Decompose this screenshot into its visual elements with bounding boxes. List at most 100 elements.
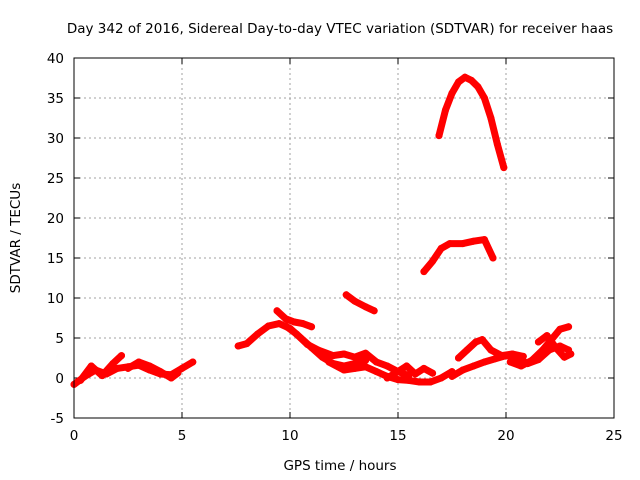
series-track-9	[383, 362, 437, 382]
data-point	[342, 291, 350, 299]
data-point	[351, 353, 359, 361]
data-point	[426, 378, 434, 386]
x-tick-label: 0	[70, 428, 79, 444]
data-point	[416, 378, 424, 386]
x-tick-label: 10	[281, 428, 298, 444]
data-point	[474, 83, 482, 91]
series-line	[342, 291, 378, 315]
y-tick-label: 25	[47, 171, 64, 187]
data-point	[113, 364, 121, 372]
data-point	[556, 325, 564, 333]
data-point	[403, 362, 411, 370]
data-point	[98, 372, 106, 380]
data-point	[480, 236, 488, 244]
x-tick-labels: 0 5 10 15 20 25	[70, 428, 623, 444]
data-point	[370, 307, 378, 315]
series-track-15	[534, 332, 575, 361]
data-point	[340, 350, 348, 358]
data-point	[254, 330, 262, 338]
y-tick-label: 20	[47, 211, 64, 227]
chart-title: Day 342 of 2016, Sidereal Day-to-day VTE…	[67, 21, 613, 37]
data-point	[264, 322, 272, 330]
y-axis-label: SDTVAR / TECUs	[8, 183, 24, 293]
data-point	[146, 362, 154, 370]
data-point	[509, 350, 516, 358]
data-point	[325, 358, 333, 366]
x-tick-label: 5	[178, 428, 187, 444]
series-track-13	[455, 336, 527, 362]
data-point	[178, 364, 186, 372]
data-point	[470, 237, 478, 245]
data-point	[442, 106, 449, 114]
data-point	[455, 354, 462, 362]
data-point	[519, 352, 527, 360]
series-track-7	[342, 291, 378, 315]
data-point	[299, 320, 307, 328]
data-point	[448, 372, 456, 380]
data-point	[480, 94, 488, 102]
x-tick-label: 15	[389, 428, 406, 444]
data-point	[351, 297, 359, 305]
x-tick-label: 25	[605, 428, 622, 444]
data-point	[394, 368, 402, 376]
y-tick-label: 15	[47, 251, 64, 267]
data-point	[351, 364, 359, 372]
data-point	[543, 332, 551, 340]
data-point	[459, 366, 467, 374]
data-point	[189, 358, 197, 366]
data-point	[487, 114, 495, 122]
data-point	[234, 342, 242, 350]
data-point	[467, 76, 475, 84]
data-point	[534, 338, 542, 346]
data-point	[435, 132, 443, 140]
data-point	[539, 346, 547, 354]
data-point	[429, 369, 437, 377]
y-tick-label: 30	[47, 131, 64, 147]
series-track-2	[77, 352, 125, 384]
data-point	[448, 89, 456, 97]
data-point	[463, 346, 471, 354]
y-tick-label: 0	[55, 371, 64, 387]
data-point	[567, 350, 575, 358]
data-point	[506, 358, 514, 366]
data-point	[470, 362, 478, 370]
data-point	[118, 352, 125, 360]
data-point	[565, 323, 573, 331]
y-tick-label: 40	[47, 51, 64, 67]
y-tick-label: 10	[47, 291, 64, 307]
data-point	[372, 368, 380, 376]
series-track-4	[234, 320, 370, 370]
data-point	[459, 240, 467, 248]
data-point	[273, 307, 281, 315]
series-track-3	[124, 358, 182, 382]
series-line	[234, 320, 370, 370]
data-point	[156, 368, 164, 376]
data-point	[362, 303, 370, 311]
y-tick-label: -5	[51, 411, 64, 427]
data-point	[124, 364, 132, 372]
data-point	[282, 322, 290, 330]
data-point	[489, 254, 497, 262]
series-track-6	[282, 322, 413, 380]
data-point	[446, 240, 454, 248]
data-point	[174, 369, 182, 377]
data-point	[560, 353, 568, 361]
data-point	[340, 366, 348, 374]
data-point	[293, 330, 300, 338]
series-line	[435, 73, 508, 172]
x-axis-label: GPS time / hours	[283, 458, 396, 474]
data-point	[528, 356, 536, 364]
data-point	[411, 370, 419, 378]
data-point	[275, 320, 283, 328]
data-point	[282, 315, 290, 323]
data-point	[517, 362, 525, 370]
data-point	[478, 336, 486, 344]
data-point	[372, 358, 380, 366]
y-tick-label: 35	[47, 91, 64, 107]
data-point	[87, 362, 95, 370]
data-point	[480, 358, 488, 366]
series-track-5	[273, 307, 316, 331]
data-point	[487, 346, 495, 354]
data-point	[455, 78, 462, 86]
data-point	[383, 374, 391, 382]
